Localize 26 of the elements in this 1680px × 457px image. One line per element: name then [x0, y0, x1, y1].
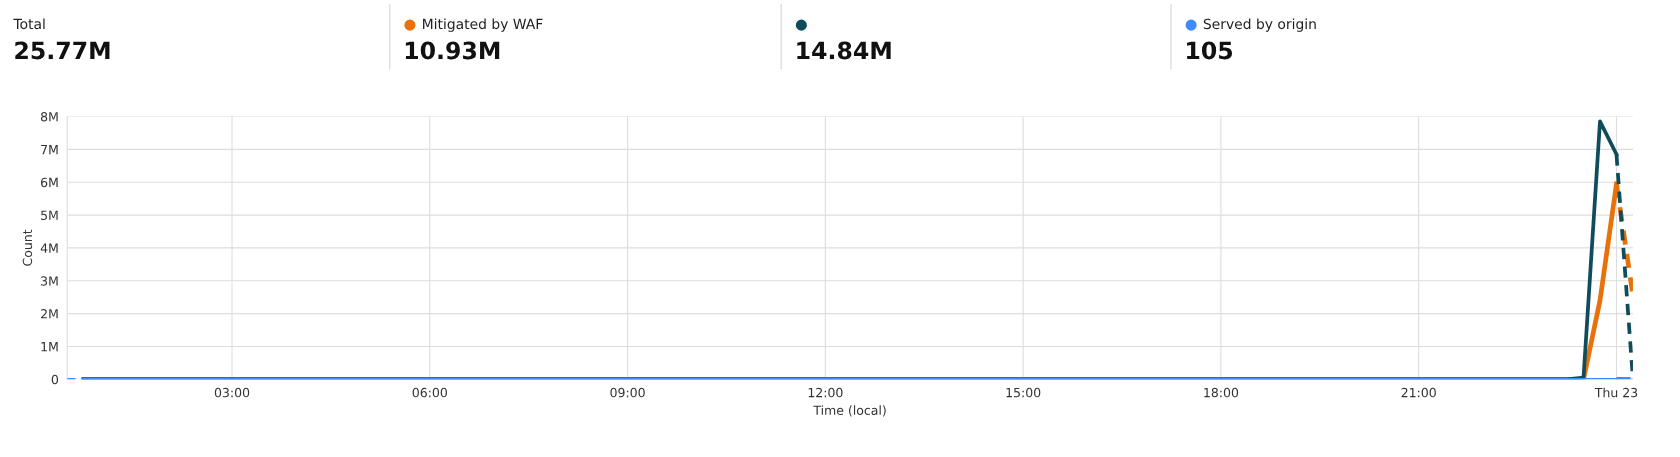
y-tick-label: 3M [41, 276, 58, 286]
y-tick-label: 7M [41, 145, 58, 155]
text: 10.93M [405, 41, 500, 60]
text: 14.84M [797, 41, 891, 60]
y-tick-label: 0 [51, 374, 59, 385]
y-tick-label: 4M [40, 243, 58, 253]
legend-label: Mitigated by WAF [423, 18, 543, 32]
y-tick-label: 2M [41, 309, 58, 319]
legend-label: Served by origin [1203, 18, 1316, 32]
x-tick-label: 18:00 [1204, 387, 1239, 398]
x-tick-label: Thu 23 [1594, 387, 1638, 398]
text: 25.77M [15, 41, 110, 60]
x-tick-label: 21:00 [1401, 387, 1436, 398]
y-tick-label: 8M [40, 112, 58, 122]
y-tick-label: 1M [41, 342, 58, 352]
y-tick-label: 5M [41, 210, 58, 220]
x-axis-title: Time (local) [813, 405, 886, 417]
x-tick-label: 06:00 [412, 387, 447, 398]
y-tick-label: 6M [41, 177, 58, 188]
x-tick-label: 15:00 [1006, 387, 1041, 398]
x-tick-label: 12:00 [808, 387, 843, 398]
text: 105 [1187, 41, 1233, 60]
x-tick-label: 03:00 [214, 387, 250, 398]
text: Total [13, 18, 45, 30]
x-tick-label: 09:00 [610, 387, 645, 398]
y-axis-title: Count [22, 229, 33, 266]
